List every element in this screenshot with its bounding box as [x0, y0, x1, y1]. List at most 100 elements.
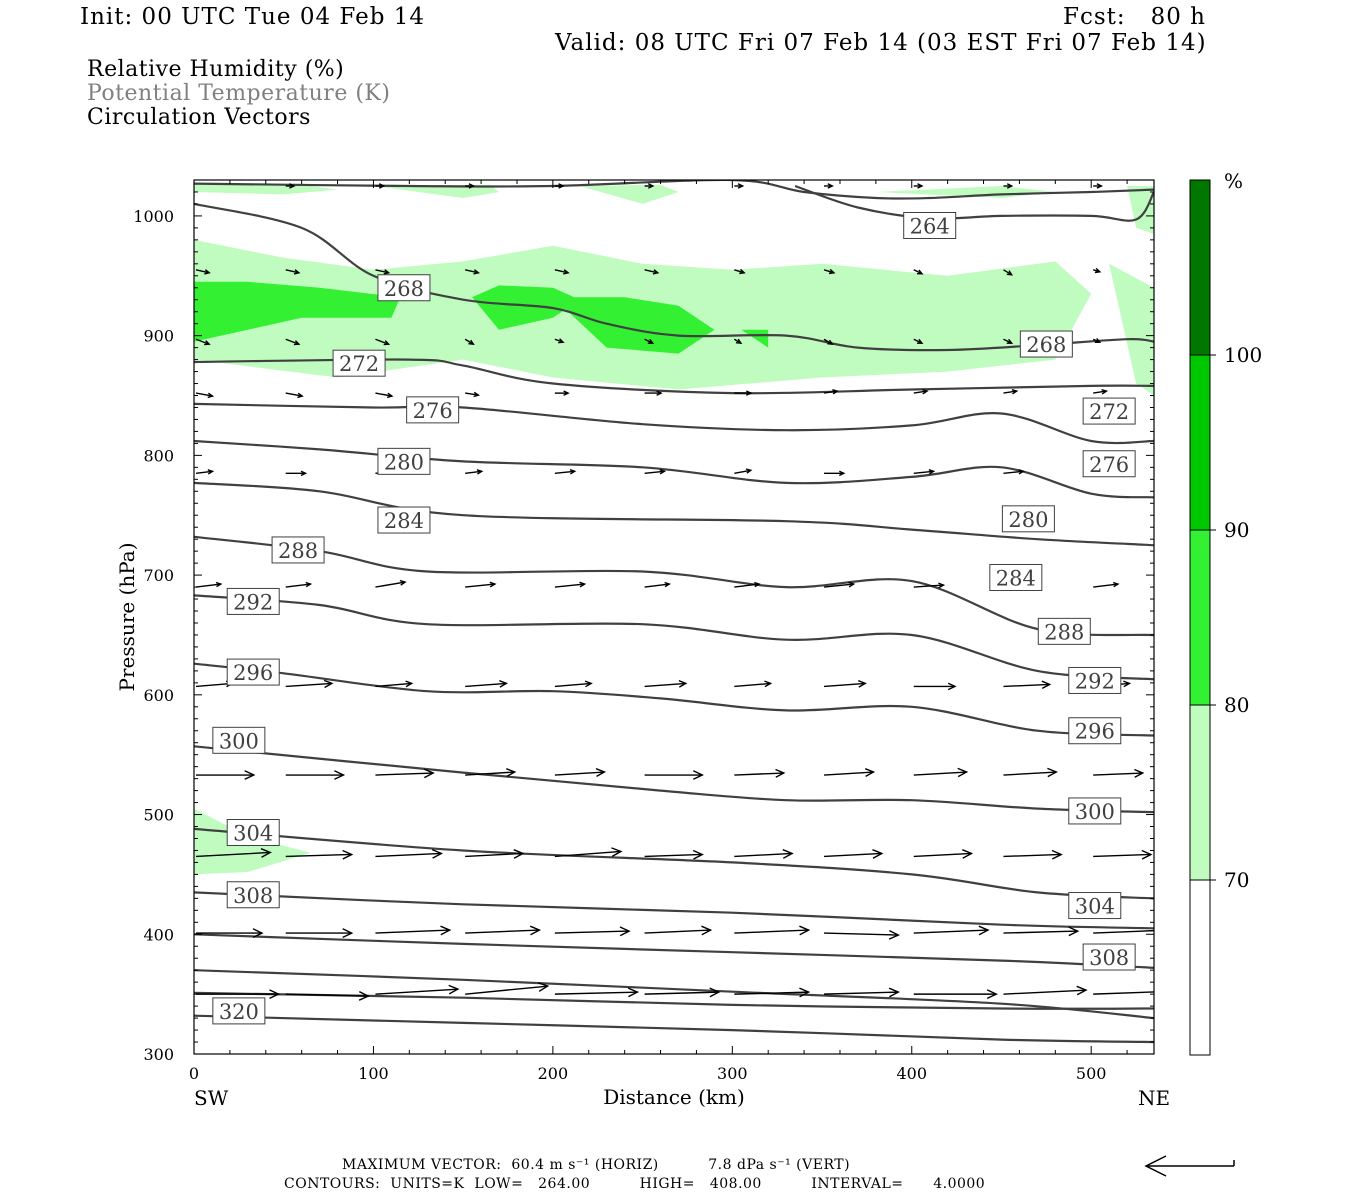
contour-label: 288: [1037, 617, 1091, 645]
contour-label-text: 288: [1044, 620, 1084, 644]
vector-head: [1101, 389, 1109, 395]
vector-shaft: [375, 852, 442, 858]
vector-head: [1051, 849, 1063, 860]
contour-label-box: [989, 563, 1043, 591]
vector-head: [1141, 849, 1153, 860]
vector-shaft: [913, 771, 967, 776]
contour-label-text: 284: [996, 566, 1036, 590]
vector-shaft: [734, 852, 793, 858]
vector-shaft: [554, 930, 630, 934]
circulation-vector: [375, 848, 444, 859]
vector-shaft: [1003, 470, 1024, 475]
vector-shaft: [375, 929, 450, 934]
circulation-vector: [285, 990, 370, 1001]
colorbar-segment: [1189, 354, 1211, 531]
vector-head: [579, 581, 587, 588]
vector-head: [647, 338, 655, 344]
contour-label-text: 292: [1075, 669, 1115, 693]
theta-contour-308-3: [194, 933, 1154, 969]
contour-label-box: [1068, 892, 1122, 920]
vector-head: [754, 581, 761, 588]
contour-label-box: [1082, 450, 1136, 478]
vector-head: [1047, 767, 1058, 778]
circulation-vector: [285, 679, 334, 689]
vector-shaft: [465, 682, 507, 688]
vector-head: [204, 340, 211, 346]
contour-label-box: [903, 211, 957, 239]
contour-label-text: 268: [384, 277, 424, 301]
contour-label-text: 264: [910, 214, 950, 238]
circulation-vector: [734, 581, 761, 588]
circulation-vector: [1093, 991, 1154, 995]
contour-label-text: 272: [339, 352, 379, 376]
circulation-vector: [734, 680, 773, 688]
vector-shaft: [824, 932, 899, 936]
contour-label-box: [377, 274, 431, 302]
vector-shaft: [913, 584, 944, 588]
vector-head: [297, 392, 304, 399]
circulation-vector: [1093, 581, 1120, 588]
circulation-vector: [285, 392, 304, 399]
circulation-vector: [375, 269, 391, 275]
circulation-vector: [554, 581, 587, 588]
contour-label: 272: [1082, 397, 1136, 425]
theta-contour-284-9: [194, 535, 1154, 637]
vector-head: [1134, 768, 1145, 778]
contour-label: 292: [226, 587, 280, 615]
circulation-vector: [644, 925, 713, 936]
vector-shaft: [824, 852, 882, 858]
rh-fill-70-4: [373, 184, 499, 198]
vector-shaft: [823, 682, 866, 688]
vector-head: [342, 849, 354, 860]
circulation-vector: [644, 849, 704, 860]
theta-contour-288-8: [194, 594, 1154, 681]
vector-head: [468, 339, 475, 346]
vector-shaft: [1093, 583, 1119, 588]
circulation-vector: [465, 391, 481, 398]
vector-head: [1006, 183, 1014, 189]
circulation-vector: [464, 338, 475, 346]
vector-head: [619, 926, 631, 937]
vector-head: [917, 183, 924, 189]
vector-head: [888, 987, 900, 998]
vector-shaft: [285, 993, 369, 997]
circulation-vector: [1093, 768, 1145, 778]
vector-shaft: [195, 851, 271, 858]
vector-head: [652, 269, 660, 275]
vector-head: [440, 925, 452, 936]
y-tick-label: 1000: [133, 207, 174, 226]
vector-head: [962, 849, 974, 859]
vector-shaft: [1003, 683, 1050, 688]
vector-head: [735, 338, 743, 345]
contour-label-text: 296: [1075, 720, 1115, 744]
circulation-vector: [375, 579, 407, 588]
vector-shaft: [465, 269, 479, 274]
contour-label-text: 320: [219, 1000, 259, 1024]
contour-label: 280: [377, 447, 431, 475]
vector-head: [1094, 337, 1102, 343]
contour-label-text: 272: [1089, 400, 1129, 424]
theta-contour-320-0: [194, 1014, 1154, 1044]
vector-head: [746, 390, 753, 396]
theta-contour-264-16: [794, 184, 1154, 222]
vector-head: [473, 269, 481, 275]
x-tick-label: 0: [189, 1064, 199, 1083]
circulation-vector: [644, 770, 704, 780]
vector-head: [448, 984, 460, 995]
contour-label: 296: [226, 658, 280, 686]
vector-head: [957, 767, 969, 778]
vector-shaft: [734, 583, 760, 588]
vector-head: [204, 269, 211, 275]
vector-shaft: [913, 390, 928, 394]
vector-head: [293, 340, 301, 346]
vector-shaft: [823, 269, 835, 274]
vector-shaft: [1093, 991, 1154, 995]
vector-head: [692, 770, 704, 780]
vector-shaft: [375, 392, 393, 397]
vector-head: [888, 929, 900, 940]
vector-head: [244, 770, 256, 780]
vector-shaft: [285, 853, 352, 858]
circulation-vector: [824, 183, 834, 189]
vector-head: [386, 392, 394, 399]
